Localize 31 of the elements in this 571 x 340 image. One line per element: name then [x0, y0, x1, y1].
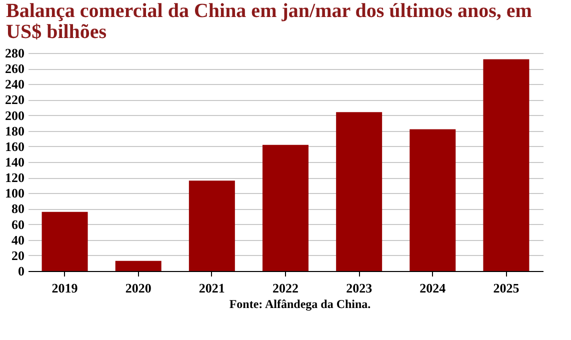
bar: [115, 260, 162, 271]
y-tick-label: 220: [5, 92, 24, 108]
y-tick-label: 260: [5, 61, 24, 76]
y-tick-label: 180: [5, 123, 24, 138]
bar: [336, 112, 382, 271]
y-tick-label: 120: [5, 170, 24, 186]
source-note: Fonte: Alfândega da China.: [228, 297, 372, 312]
chart-title: Balança comercial da China em jan/mar dos últimos anos, em US$ bilhões: [5, 0, 533, 43]
x-tick-label: 2023: [346, 280, 373, 296]
y-tick-label: 60: [12, 216, 24, 232]
y-tick-label: 240: [5, 76, 24, 92]
y-tick-label: 80: [12, 201, 24, 216]
x-tick-label: 2019: [52, 280, 78, 296]
x-tick-label: 2024: [420, 280, 446, 296]
bar: [42, 212, 88, 271]
x-tick-label: 2020: [125, 280, 152, 296]
bar: [262, 144, 308, 271]
bar: [483, 59, 530, 271]
x-tick-label: 2022: [272, 280, 298, 296]
y-tick-label: 160: [5, 138, 24, 154]
x-tick-label: 2025: [493, 280, 520, 296]
bar: [188, 180, 235, 271]
y-tick-label: 20: [12, 248, 24, 263]
y-tick-label: 100: [5, 186, 24, 201]
y-tick-label: 140: [5, 154, 24, 170]
y-tick-label: 0: [18, 264, 24, 278]
bar: [410, 129, 456, 271]
y-tick-label: 200: [5, 108, 24, 123]
x-tick-label: 2021: [198, 280, 225, 296]
y-tick-label: 40: [12, 232, 24, 248]
y-tick-label: 280: [5, 46, 24, 60]
